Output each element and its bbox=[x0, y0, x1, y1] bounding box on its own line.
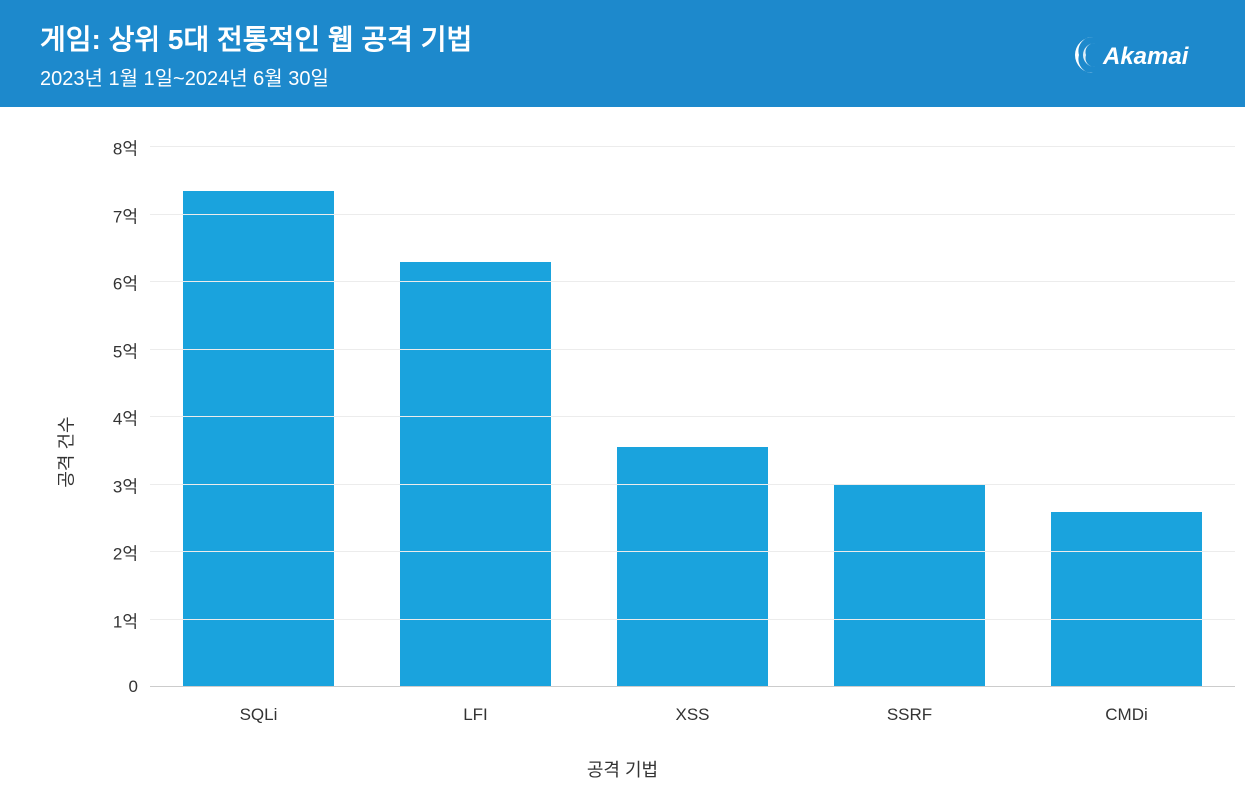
bar-group: LFI bbox=[367, 147, 584, 687]
y-tick-label: 5억 bbox=[113, 337, 138, 362]
x-tick-label: SSRF bbox=[887, 705, 932, 725]
bar bbox=[1051, 512, 1203, 688]
y-tick-label: 2억 bbox=[113, 540, 138, 565]
bar bbox=[400, 262, 552, 687]
grid-line bbox=[150, 349, 1235, 350]
y-tick-label: 8억 bbox=[113, 135, 138, 160]
bar-group: SSRF bbox=[801, 147, 1018, 687]
grid-line bbox=[150, 281, 1235, 282]
y-tick-label: 6억 bbox=[113, 270, 138, 295]
grid-line bbox=[150, 619, 1235, 620]
x-tick-label: LFI bbox=[463, 705, 488, 725]
y-tick-label: 0 bbox=[129, 677, 138, 697]
grid-line bbox=[150, 416, 1235, 417]
akamai-logo: Akamai bbox=[1055, 30, 1205, 80]
x-tick-label: CMDi bbox=[1105, 705, 1148, 725]
header-text-group: 게임: 상위 5대 전통적인 웹 공격 기법 2023년 1월 1일~2024년… bbox=[40, 18, 472, 91]
bar bbox=[183, 191, 335, 687]
y-tick-label: 1억 bbox=[113, 607, 138, 632]
bars-group: SQLiLFIXSSSSRFCMDi bbox=[150, 147, 1235, 687]
x-tick-label: SQLi bbox=[240, 705, 278, 725]
bar-group: CMDi bbox=[1018, 147, 1235, 687]
plot-area: SQLiLFIXSSSSRFCMDi 01억2억3억4억5억6억7억8억 bbox=[150, 147, 1235, 687]
bar-group: XSS bbox=[584, 147, 801, 687]
y-tick-label: 3억 bbox=[113, 472, 138, 497]
chart-container: 공격 건수 SQLiLFIXSSSSRFCMDi 01억2억3억4억5억6억7억… bbox=[0, 107, 1245, 797]
grid-line bbox=[150, 484, 1235, 485]
bar-group: SQLi bbox=[150, 147, 367, 687]
y-axis-label: 공격 건수 bbox=[53, 416, 79, 487]
x-axis-line bbox=[150, 686, 1235, 687]
chart-subtitle: 2023년 1월 1일~2024년 6월 30일 bbox=[40, 62, 472, 91]
x-axis-label: 공격 기법 bbox=[587, 756, 658, 782]
svg-text:Akamai: Akamai bbox=[1102, 43, 1190, 70]
x-tick-label: XSS bbox=[675, 705, 709, 725]
y-tick-label: 4억 bbox=[113, 405, 138, 430]
y-tick-label: 7억 bbox=[113, 202, 138, 227]
grid-line bbox=[150, 214, 1235, 215]
grid-line bbox=[150, 146, 1235, 147]
grid-line bbox=[150, 551, 1235, 552]
chart-title: 게임: 상위 5대 전통적인 웹 공격 기법 bbox=[40, 18, 472, 58]
chart-header: 게임: 상위 5대 전통적인 웹 공격 기법 2023년 1월 1일~2024년… bbox=[0, 0, 1245, 107]
bar bbox=[834, 485, 986, 688]
